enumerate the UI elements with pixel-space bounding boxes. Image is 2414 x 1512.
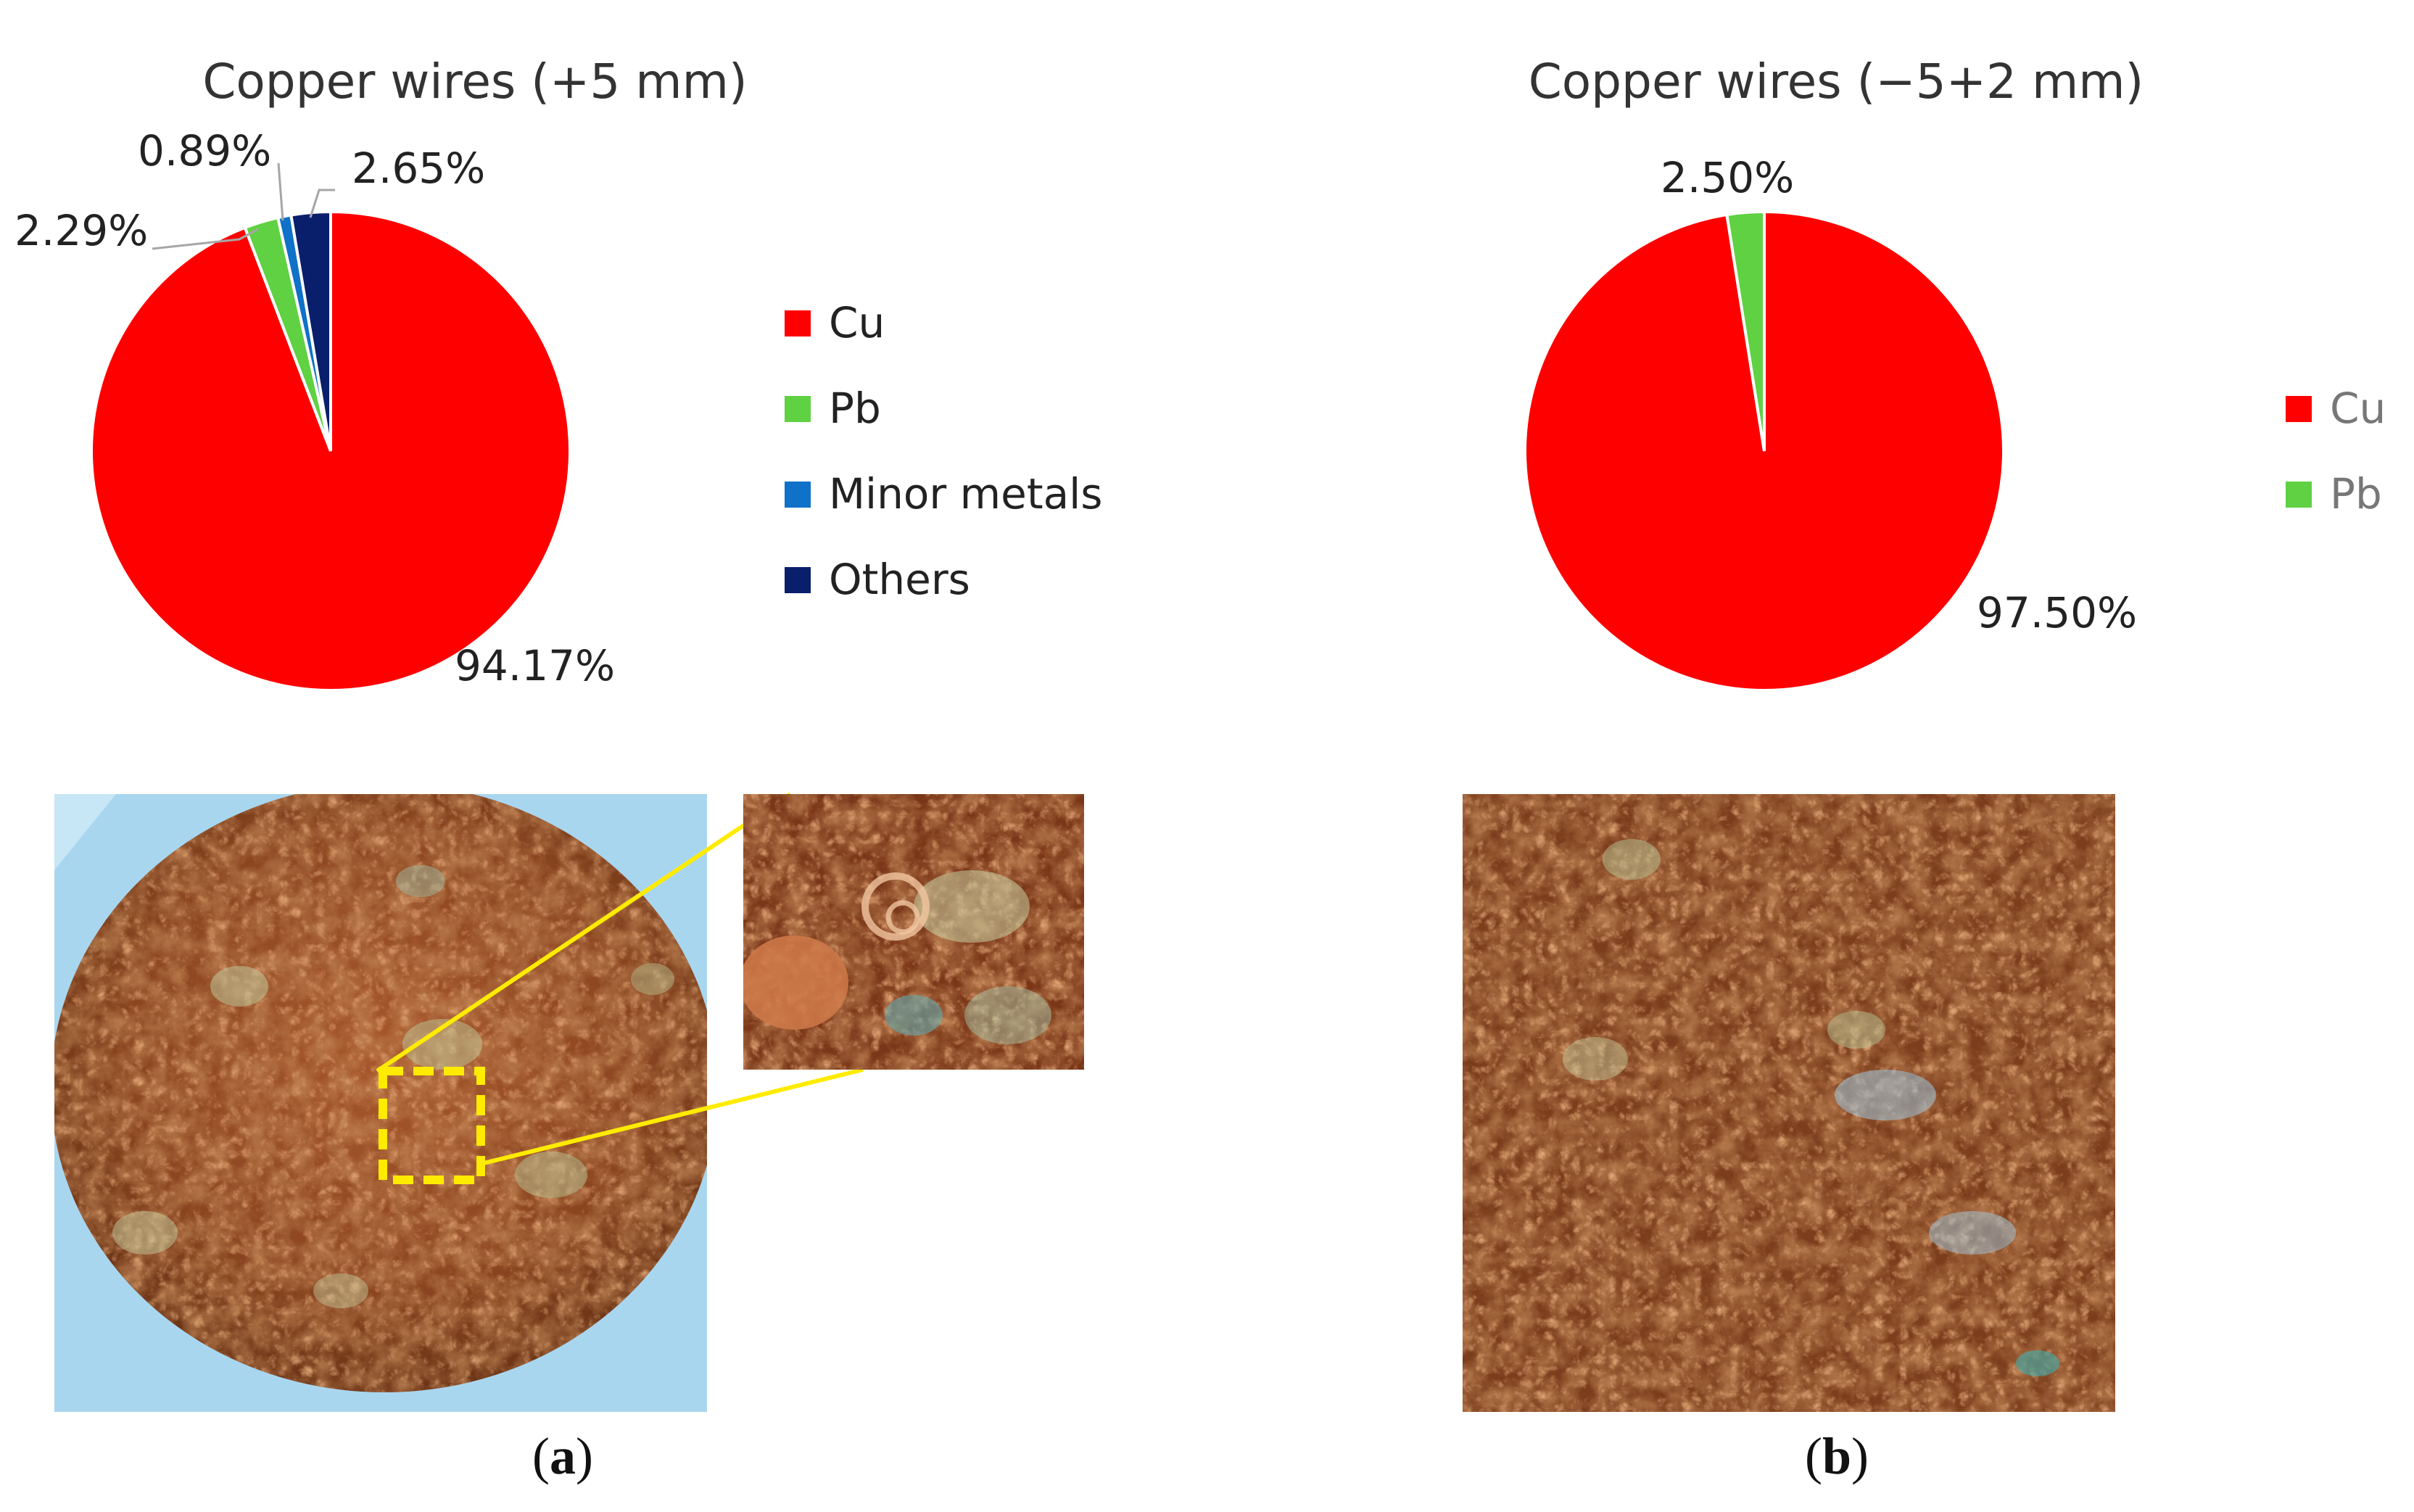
photo-a-zoom-line-top [376, 792, 792, 1073]
pie-a-label-lines [152, 162, 335, 250]
pie-b [1524, 210, 2005, 692]
leader-line-pb [152, 228, 259, 250]
chart-a-title: Copper wires (+5 mm) [202, 54, 747, 110]
panel-label-a: (a) [532, 1427, 593, 1485]
pie-a-label-cu: 94.17% [455, 641, 615, 690]
legend-a-swatch-others [785, 567, 811, 593]
legend-b-label-pb: Pb [2330, 469, 2382, 519]
photo-a-inset-box [379, 1067, 485, 1184]
pie-b-slice-pb [1725, 210, 1766, 452]
leader-line-others [309, 189, 335, 218]
legend-a-label-minor: Minor metals [829, 469, 1102, 519]
legend-a-swatch-cu [785, 310, 811, 336]
photo-a-zoom [743, 794, 1084, 1070]
leader-line-minor [277, 162, 284, 221]
photo-a [54, 792, 864, 1412]
legend-b-swatch-cu [2286, 396, 2312, 422]
legend-a: Cu Pb Minor metals Others [785, 298, 1102, 604]
legend-b-swatch-pb [2286, 482, 2312, 508]
legend-a-swatch-minor [785, 482, 811, 508]
legend-b: Cu Pb [2286, 384, 2386, 519]
photo-a-zoom-line-bottom [480, 1067, 864, 1166]
legend-a-label-pb: Pb [829, 384, 881, 433]
photo-b [1463, 794, 2115, 1412]
legend-a-label-others: Others [829, 555, 970, 604]
chart-a: Copper wires (+5 mm) 94.17% 2.29% 0.89% … [15, 54, 1102, 692]
pie-a [90, 210, 571, 692]
pie-b-label-pb: 2.50% [1661, 153, 1794, 202]
pie-a-slice-others [289, 210, 332, 452]
pie-a-label-pb: 2.29% [15, 206, 148, 255]
pie-a-label-minor: 0.89% [138, 126, 271, 175]
legend-a-swatch-pb [785, 396, 811, 422]
pie-a-label-others: 2.65% [352, 144, 485, 193]
chart-b: Copper wires (−5+2 mm) 97.50% 2.50% Cu P… [1524, 54, 2386, 692]
chart-b-title: Copper wires (−5+2 mm) [1529, 54, 2144, 110]
legend-a-label-cu: Cu [829, 298, 885, 347]
legend-b-label-cu: Cu [2330, 384, 2386, 433]
panel-label-b: (b) [1805, 1427, 1869, 1485]
pie-b-label-cu: 97.50% [1977, 588, 2137, 637]
